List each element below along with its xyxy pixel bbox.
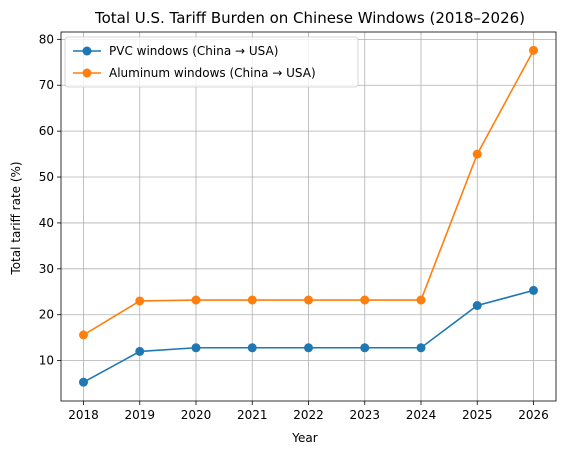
y-tick-label: 20 — [39, 308, 54, 322]
data-point — [304, 295, 313, 305]
x-tick-label: 2024 — [406, 408, 437, 422]
legend-label: Aluminum windows (China → USA) — [109, 66, 316, 80]
legend-item: Aluminum windows (China → USA) — [73, 66, 316, 80]
y-tick-label: 80 — [39, 32, 54, 46]
legend-marker — [82, 46, 92, 56]
series-aluminum — [79, 45, 538, 340]
data-point — [416, 343, 426, 353]
y-tick-label: 10 — [39, 354, 54, 368]
data-point — [529, 45, 538, 55]
series-layer — [79, 45, 538, 387]
legend-label: PVC windows (China → USA) — [109, 44, 278, 58]
axis-ticks: 2018 2019 2020 2021 2022 2023 2024 2025 2026 10 20… — [39, 32, 549, 422]
data-point — [472, 149, 482, 159]
data-point — [472, 301, 482, 311]
x-tick-label: 2023 — [349, 408, 380, 422]
data-point — [304, 343, 313, 353]
data-point — [247, 343, 257, 353]
legend-item: PVC windows (China → USA) — [73, 44, 278, 58]
data-point — [79, 330, 88, 340]
x-tick-label: 2026 — [518, 408, 549, 422]
data-point — [191, 295, 201, 305]
data-point — [360, 295, 370, 305]
legend: PVC windows (China → USA) Aluminum window… — [64, 36, 359, 88]
legend-box — [64, 36, 359, 88]
legend-marker — [82, 68, 92, 78]
x-tick-label: 2018 — [68, 408, 99, 422]
data-point — [191, 343, 201, 353]
chart-title: Total U.S. Tariff Burden on Chinese Wind… — [94, 9, 525, 27]
data-point — [416, 295, 426, 305]
x-axis-label: Year — [291, 431, 317, 445]
data-point — [135, 346, 145, 356]
data-point — [360, 343, 370, 353]
y-tick-label: 40 — [39, 216, 54, 230]
data-point — [135, 296, 145, 306]
y-tick-label: 60 — [39, 124, 54, 138]
y-tick-label: 50 — [39, 170, 54, 184]
y-axis-label: Total tariff rate (%) — [9, 161, 23, 275]
x-tick-label: 2019 — [124, 408, 155, 422]
x-tick-label: 2021 — [237, 408, 268, 422]
data-point — [247, 295, 257, 305]
data-point — [79, 377, 88, 387]
x-tick-label: 2025 — [462, 408, 493, 422]
y-tick-label: 70 — [39, 78, 54, 92]
y-tick-label: 30 — [39, 262, 54, 276]
x-tick-label: 2022 — [293, 408, 324, 422]
series-pvc — [79, 285, 538, 387]
data-point — [529, 285, 538, 295]
x-tick-label: 2020 — [181, 408, 212, 422]
